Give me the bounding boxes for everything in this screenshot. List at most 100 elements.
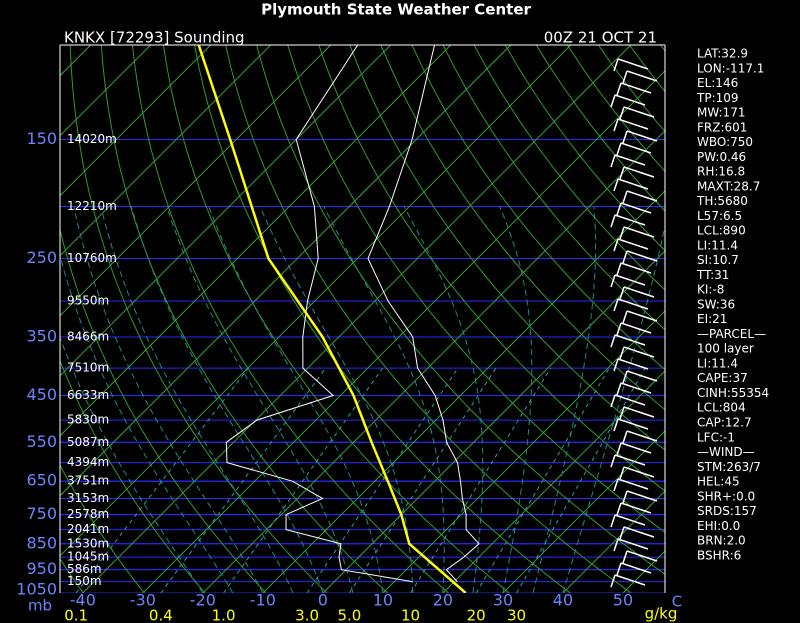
height-label: 9550m [67,294,109,308]
wind-barb [626,70,658,82]
moist-adiabat [60,335,204,593]
sounding-index: SW:36 [697,297,735,311]
wind-barb [623,466,655,478]
mixing-ratio-label: 1.0 [212,607,236,623]
wind-barb [614,334,646,346]
wind-barb [614,394,646,406]
wind-barb [622,370,628,384]
wind-barb [616,142,622,156]
dry-adiabat [287,45,665,533]
height-label: 6633m [67,388,109,402]
parcel-line [197,45,467,593]
x-tick-label: -30 [130,591,156,610]
sounding-index: LCL:804 [697,401,746,415]
mixing-ratio-line [223,367,383,593]
wind-barb [619,106,625,120]
sounding-index: CINH:55354 [697,386,769,400]
wind-barb [619,526,625,540]
wind-barb [610,274,616,288]
y-tick-label: 350 [26,326,57,345]
wind-barb [613,178,619,192]
y-tick-label: 650 [26,471,57,490]
sounding-index: LAT:32.9 [697,47,748,61]
isotherm [60,45,452,437]
wind-barb [620,322,652,334]
moist-adiabat [403,206,484,593]
sounding-index: L57:6.5 [697,209,742,223]
wind-barb [622,310,628,324]
sounding-index: WBO:750 [697,135,753,149]
isotherm [262,190,665,593]
x-tick-label: 40 [553,591,573,610]
height-label: 150m [67,574,102,588]
sounding-index: 100 layer [697,342,754,356]
wind-barb [614,154,646,166]
wind-barb [617,358,649,370]
wind-barb [619,346,625,360]
wind-barb [617,478,649,490]
sounding-index: LFC:-1 [697,430,735,444]
wind-barb [613,298,619,312]
mixing-ratio-line [160,367,326,593]
wind-barb [613,238,619,252]
wind-barb [617,298,649,310]
sounding-index: RH:16.8 [697,165,745,179]
wind-barb [613,118,619,132]
sounding-index: SRDS:157 [697,504,757,518]
y-tick-label: 1050 [16,580,57,599]
sounding-index: TT:31 [696,268,729,282]
sounding-index: SI:10.7 [697,253,739,267]
dry-adiabat [69,45,328,593]
x-tick-label: -10 [250,591,276,610]
wind-barb [617,178,649,190]
wind-barb [610,334,616,348]
wind-barb [616,82,622,96]
wind-barb [623,286,655,298]
wind-barb [610,574,616,588]
height-label: 2578m [67,507,109,521]
moist-adiabat [323,206,445,593]
wind-barb [622,130,628,144]
x-tick-label: 30 [493,591,513,610]
wind-barb [610,394,616,408]
sounding-index: CAP:12.7 [697,416,752,430]
sounding-index: FRZ:601 [697,120,747,134]
wind-barb [617,238,649,250]
dry-adiabat [442,45,665,331]
dry-adiabat [318,45,665,492]
mixing-unit: g/kg [645,605,678,623]
height-label: 4394m [67,455,109,469]
mixing-ratio-line [306,367,459,593]
sounding-index: EL:146 [697,76,738,90]
mixing-ratio-label: 3.0 [295,607,319,623]
wind-barb [616,442,622,456]
height-label: 10760m [67,251,117,265]
wind-barb [617,58,649,70]
sounding-index: BRN:2.0 [697,534,746,548]
moist-adiabat [100,206,294,593]
sounding-index: LI:11.4 [697,356,738,370]
wind-barb [619,166,625,180]
wind-barb [617,118,649,130]
isotherm [442,370,665,593]
chart-title: Plymouth State Weather Center [261,1,531,19]
dry-adiabat [473,45,665,291]
height-label: 1530m [67,536,109,550]
isotherm [202,130,665,593]
mixing-ratio-label: 30 [507,607,526,623]
wind-barb [620,442,652,454]
isotherm [142,70,665,593]
isotherm [60,45,212,197]
mixing-ratio-label: 20 [467,607,486,623]
dry-adiabat [411,45,665,371]
x-tick-label: 20 [433,591,453,610]
sounding-index: PW:0.46 [697,150,746,164]
wind-barb [616,382,622,396]
wind-barb [622,190,628,204]
temperature-line [367,45,480,582]
dry-adiabat [380,45,665,411]
sounding-index: EHI:0.0 [697,519,740,533]
height-label: 5830m [67,413,109,427]
